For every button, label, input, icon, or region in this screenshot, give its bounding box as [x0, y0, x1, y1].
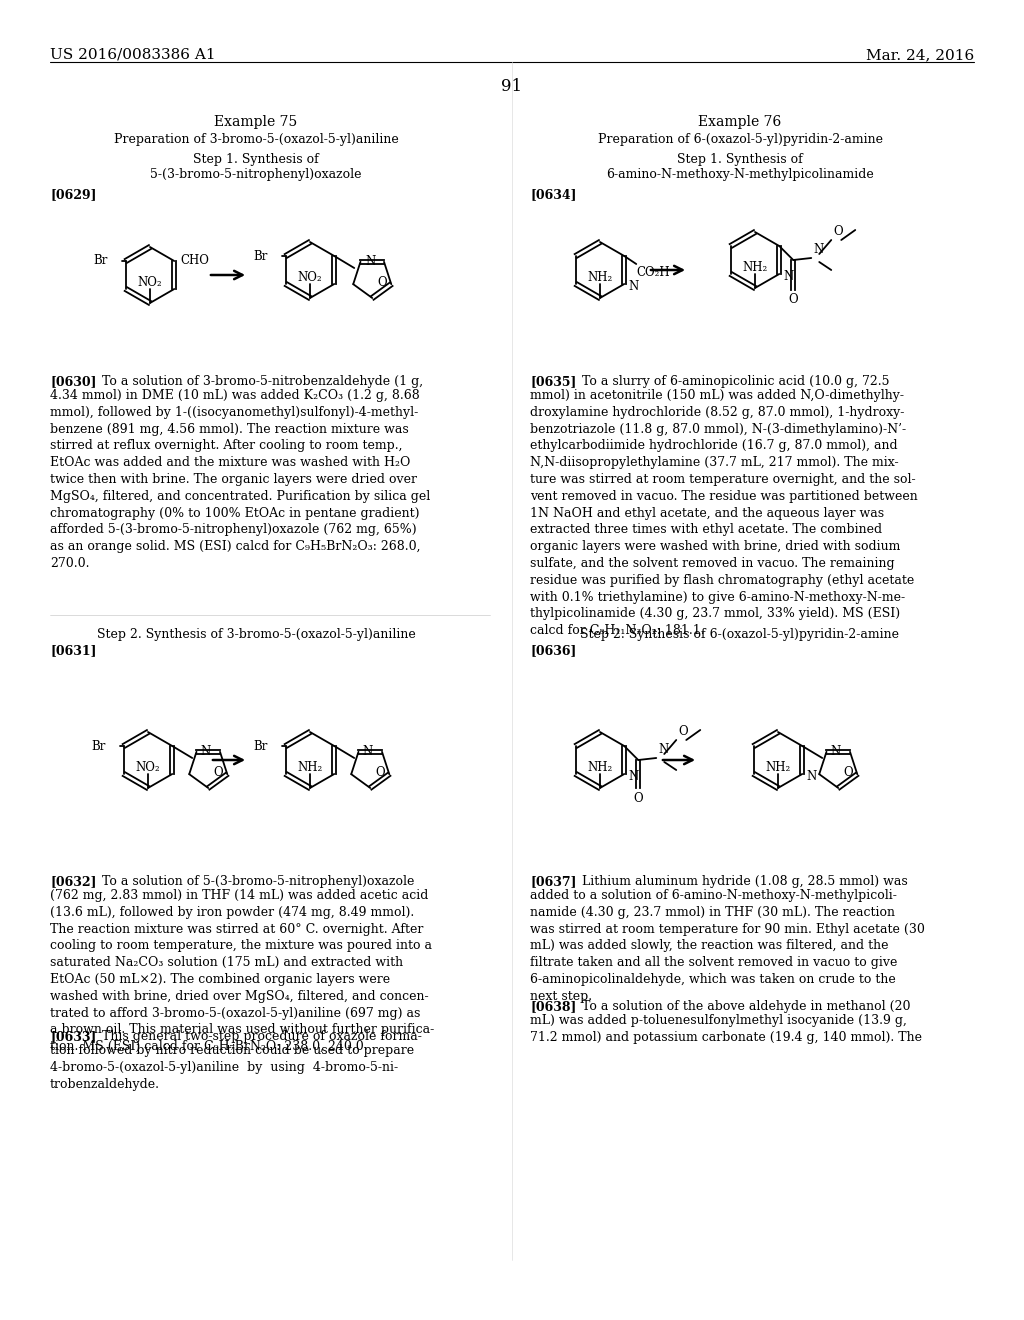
Text: NH₂: NH₂	[765, 762, 791, 774]
Text: Example 75: Example 75	[214, 115, 298, 129]
Text: 5-(3-bromo-5-nitrophenyl)oxazole: 5-(3-bromo-5-nitrophenyl)oxazole	[151, 168, 361, 181]
Text: Step 2. Synthesis of 6-(oxazol-5-yl)pyridin-2-amine: Step 2. Synthesis of 6-(oxazol-5-yl)pyri…	[581, 628, 899, 642]
Text: N: N	[362, 746, 373, 758]
Text: [0633]: [0633]	[50, 1030, 96, 1043]
Text: NO₂: NO₂	[137, 276, 163, 289]
Text: [0636]: [0636]	[530, 644, 577, 657]
Text: CO₂H: CO₂H	[636, 267, 670, 279]
Text: O: O	[634, 792, 643, 805]
Text: To a slurry of 6-aminopicolinic acid (10.0 g, 72.5: To a slurry of 6-aminopicolinic acid (10…	[582, 375, 890, 388]
Text: mL) was added p-toluenesulfonylmethyl isocyanide (13.9 g,
71.2 mmol) and potassi: mL) was added p-toluenesulfonylmethyl is…	[530, 1014, 922, 1044]
Text: Example 76: Example 76	[698, 115, 781, 129]
Text: Br: Br	[253, 249, 267, 263]
Text: Preparation of 3-bromo-5-(oxazol-5-yl)aniline: Preparation of 3-bromo-5-(oxazol-5-yl)an…	[114, 133, 398, 147]
Text: Step 2. Synthesis of 3-bromo-5-(oxazol-5-yl)aniline: Step 2. Synthesis of 3-bromo-5-(oxazol-5…	[96, 628, 416, 642]
Text: Preparation of 6-(oxazol-5-yl)pyridin-2-amine: Preparation of 6-(oxazol-5-yl)pyridin-2-…	[597, 133, 883, 147]
Text: Br: Br	[93, 255, 108, 268]
Text: 4.34 mmol) in DME (10 mL) was added K₂CO₃ (1.2 g, 8.68
mmol), followed by 1-((is: 4.34 mmol) in DME (10 mL) was added K₂CO…	[50, 389, 430, 570]
Text: N: N	[629, 280, 639, 293]
Text: NH₂: NH₂	[588, 271, 612, 284]
Text: N: N	[366, 255, 376, 268]
Text: [0631]: [0631]	[50, 644, 96, 657]
Text: Br: Br	[91, 739, 105, 752]
Text: O: O	[843, 766, 853, 779]
Text: Step 1. Synthesis of: Step 1. Synthesis of	[677, 153, 803, 166]
Text: [0638]: [0638]	[530, 1001, 577, 1012]
Text: N: N	[201, 746, 211, 758]
Text: 91: 91	[502, 78, 522, 95]
Text: N: N	[813, 243, 823, 256]
Text: Mar. 24, 2016: Mar. 24, 2016	[865, 48, 974, 62]
Text: [0637]: [0637]	[530, 875, 577, 888]
Text: N: N	[629, 770, 639, 783]
Text: N: N	[806, 770, 816, 783]
Text: This general two-step procedure of oxazole forma-: This general two-step procedure of oxazo…	[102, 1030, 422, 1043]
Text: O: O	[375, 766, 385, 779]
Text: NH₂: NH₂	[297, 762, 323, 774]
Text: Lithium aluminum hydride (1.08 g, 28.5 mmol) was: Lithium aluminum hydride (1.08 g, 28.5 m…	[582, 875, 907, 888]
Text: (762 mg, 2.83 mmol) in THF (14 mL) was added acetic acid
(13.6 mL), followed by : (762 mg, 2.83 mmol) in THF (14 mL) was a…	[50, 888, 434, 1053]
Text: tion followed by nitro reduction could be used to prepare
4-bromo-5-(oxazol-5-yl: tion followed by nitro reduction could b…	[50, 1044, 414, 1090]
Text: O: O	[377, 276, 387, 289]
Text: O: O	[213, 766, 223, 779]
Text: To a solution of the above aldehyde in methanol (20: To a solution of the above aldehyde in m…	[582, 1001, 910, 1012]
Text: US 2016/0083386 A1: US 2016/0083386 A1	[50, 48, 216, 62]
Text: N: N	[783, 269, 794, 282]
Text: CHO: CHO	[180, 255, 209, 268]
Text: mmol) in acetonitrile (150 mL) was added N,O-dimethylhy-
droxylamine hydrochlori: mmol) in acetonitrile (150 mL) was added…	[530, 389, 918, 638]
Text: [0635]: [0635]	[530, 375, 577, 388]
Text: Step 1. Synthesis of: Step 1. Synthesis of	[194, 153, 318, 166]
Text: [0632]: [0632]	[50, 875, 96, 888]
Text: 6-amino-N-methoxy-N-methylpicolinamide: 6-amino-N-methoxy-N-methylpicolinamide	[606, 168, 873, 181]
Text: Br: Br	[253, 739, 267, 752]
Text: NH₂: NH₂	[588, 762, 612, 774]
Text: To a solution of 5-(3-bromo-5-nitrophenyl)oxazole: To a solution of 5-(3-bromo-5-nitropheny…	[102, 875, 415, 888]
Text: O: O	[834, 224, 843, 238]
Text: NO₂: NO₂	[136, 762, 161, 774]
Text: To a solution of 3-bromo-5-nitrobenzaldehyde (1 g,: To a solution of 3-bromo-5-nitrobenzalde…	[102, 375, 423, 388]
Text: [0634]: [0634]	[530, 187, 577, 201]
Text: N: N	[830, 746, 841, 758]
Text: added to a solution of 6-amino-N-methoxy-N-methylpicoli-
namide (4.30 g, 23.7 mm: added to a solution of 6-amino-N-methoxy…	[530, 888, 925, 1003]
Text: O: O	[788, 293, 798, 306]
Text: NH₂: NH₂	[742, 261, 768, 275]
Text: N: N	[658, 743, 669, 756]
Text: O: O	[678, 725, 688, 738]
Text: [0630]: [0630]	[50, 375, 96, 388]
Text: [0629]: [0629]	[50, 187, 96, 201]
Text: NO₂: NO₂	[298, 271, 323, 284]
